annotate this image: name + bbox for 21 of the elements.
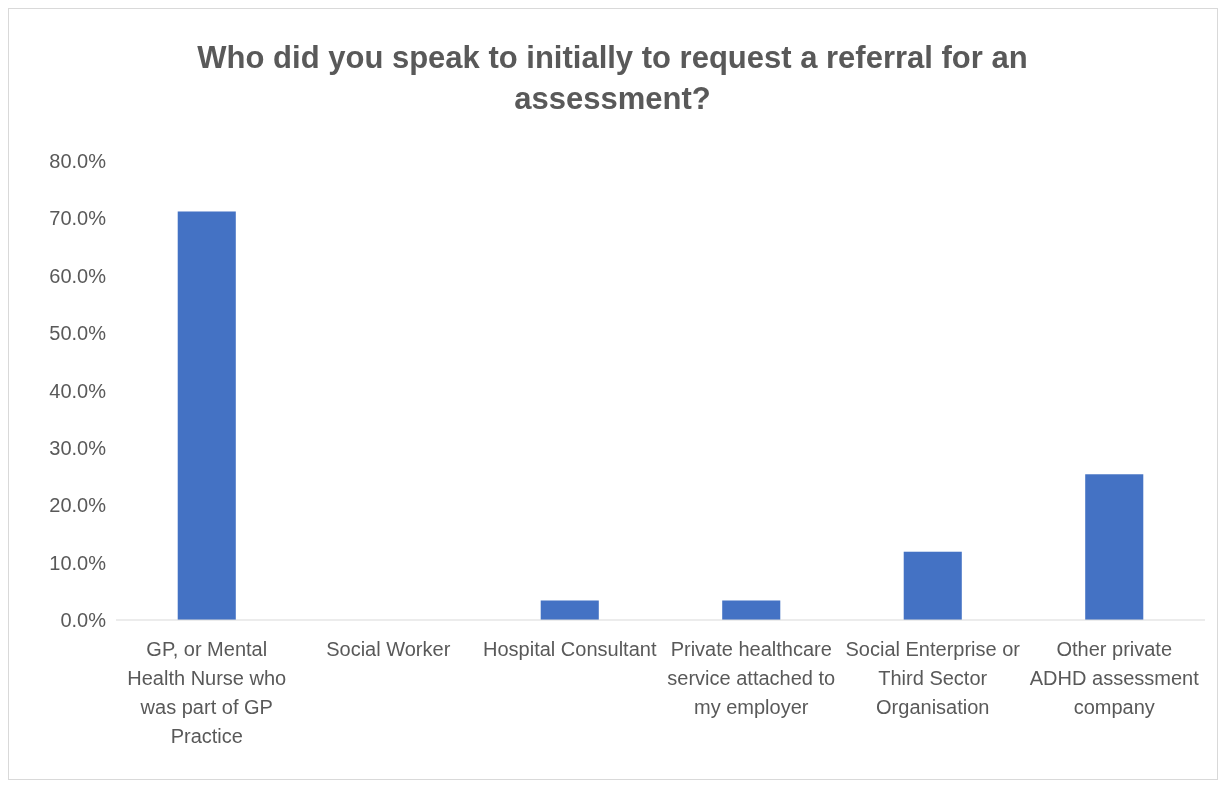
- y-tick-label: 60.0%: [49, 264, 107, 287]
- y-tick-label: 30.0%: [49, 436, 107, 459]
- y-tick-label: 0.0%: [60, 609, 107, 631]
- x-tick-label: Social Worker: [326, 638, 451, 660]
- x-tick-label: Other private ADHD assessment company: [1029, 638, 1200, 718]
- bar: [1085, 474, 1144, 620]
- x-tick-label: GP, or Mental Health Nurse who was part of GP Practice: [127, 638, 287, 747]
- bar: [540, 600, 599, 620]
- y-tick-label: 70.0%: [49, 207, 107, 230]
- y-tick-label: 20.0%: [49, 494, 107, 517]
- bar: [903, 551, 962, 620]
- x-tick-label: Social Enterprise or Third Sector Organisation: [845, 638, 1021, 718]
- bar: [177, 211, 236, 620]
- bar: [722, 600, 781, 620]
- y-tick-label: 80.0%: [49, 150, 107, 172]
- y-tick-label: 50.0%: [49, 322, 107, 345]
- x-tick-label: Private healthcare service attached to my employer: [667, 638, 836, 718]
- x-tick-label: Hospital Consultant: [483, 638, 657, 660]
- chart-title: Who did you speak to initially to request a referral for an assessment?: [197, 40, 1028, 116]
- y-tick-label: 10.0%: [49, 551, 107, 574]
- y-tick-label: 40.0%: [49, 379, 107, 402]
